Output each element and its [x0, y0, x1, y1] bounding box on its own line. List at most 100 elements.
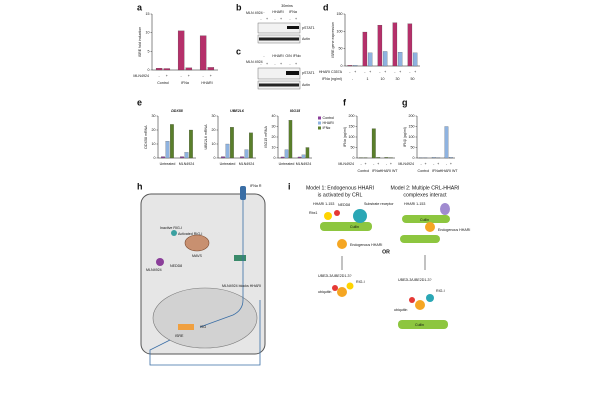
y-tick-label: 100 [409, 135, 415, 139]
y-tick-label: 150 [349, 124, 355, 128]
ubiquitin [409, 297, 415, 303]
lane-label: IFNα [289, 10, 297, 14]
legend-label: HHARI [323, 121, 334, 125]
bar [413, 53, 417, 66]
chart-title: UBE2L6 [230, 109, 245, 113]
diagram-label: ISRE [175, 334, 184, 338]
y-tick-label: 0 [341, 64, 343, 68]
panel-letter: d [323, 2, 329, 12]
y-tick-label: 5 [148, 49, 150, 53]
y-tick-label: 10 [272, 145, 276, 149]
x-tick-label: Control [358, 169, 370, 173]
y-tick-label: 0 [353, 156, 355, 160]
y-tick-label: 50 [411, 145, 415, 149]
diagram-label: MLN4924 [146, 268, 162, 272]
x-tick-label: 1 [367, 77, 369, 81]
diagram-label: MLN4924 blocks HHARI [222, 284, 261, 288]
panel-letter: c [236, 46, 241, 56]
y-tick-label: 40 [272, 114, 276, 118]
diagram-label: ubiquitin [318, 290, 331, 294]
x-tick-label: Untreated [279, 162, 295, 166]
x-tick-label: HHARI WT [440, 169, 459, 173]
mitochondrion [185, 235, 209, 251]
hhari [337, 239, 347, 249]
row-value: + [377, 162, 379, 166]
bar [230, 127, 234, 158]
y-axis-label: ISRE fold induction [138, 27, 142, 58]
band-label: Actin [302, 37, 310, 41]
panel-letter: e [137, 97, 142, 107]
band [287, 26, 299, 29]
x-tick-label: IFNα [181, 81, 189, 85]
x-tick-label: MLN4924 [296, 162, 312, 166]
y-tick-label: 0 [154, 156, 156, 160]
y-tick-label: 20 [152, 128, 156, 132]
bar [383, 51, 387, 66]
y-tick-label: 20 [212, 128, 216, 132]
model-title: Model 2: Multiple CRL-HHARI [391, 185, 460, 191]
y-tick-label: 15 [146, 12, 150, 16]
nedd8 [334, 210, 340, 216]
row-value: + [399, 70, 401, 74]
diagram-label: Endogenous HHARI [350, 243, 382, 247]
lane-label: + [266, 17, 268, 21]
bar [200, 36, 206, 70]
x-tick-label: Untreated [220, 162, 236, 166]
diagram-label: NEDD8 [170, 264, 182, 268]
x-tick-label: HHARI WT [380, 169, 399, 173]
row-value: + [450, 162, 452, 166]
y-tick-label: 100 [349, 135, 355, 139]
bar [285, 150, 288, 158]
bar [432, 157, 436, 158]
y-axis-label: UBE2L6 mRNA [204, 124, 208, 150]
bar [185, 152, 189, 158]
diagram-label: Endogenous HHARI [438, 228, 470, 232]
diagram-label: Cullin [415, 323, 424, 327]
lane-label: HHARI [272, 10, 283, 14]
y-tick-label: 0 [214, 156, 216, 160]
substrate-receptor [353, 209, 367, 223]
diagram-label: Inactive RIG-I [160, 226, 182, 230]
lane-label: + [295, 62, 297, 66]
bar [156, 68, 162, 70]
bar [164, 69, 170, 70]
diagram-label: Activated RIG-I [178, 232, 202, 236]
y-tick-label: 20 [272, 135, 276, 139]
bar [240, 157, 244, 158]
diagram-label: RIG-I [436, 289, 445, 293]
receptor [240, 186, 246, 200]
bar [298, 157, 301, 158]
x-tick-label: Control [157, 81, 169, 85]
y-axis-label: DDX58 mRNA [144, 125, 148, 149]
bar [408, 24, 412, 66]
diagram-label: Cullin [420, 218, 429, 222]
bar [178, 31, 184, 70]
y-tick-label: 10 [146, 31, 150, 35]
x-tick-label: 50 [411, 77, 415, 81]
bar [393, 23, 397, 66]
hhari [425, 222, 435, 232]
nucleus [153, 288, 257, 348]
bar [289, 120, 292, 158]
row-value: + [414, 70, 416, 74]
cullin [400, 235, 440, 243]
y-tick-label: 200 [409, 114, 415, 118]
y-tick-label: 50 [339, 47, 343, 51]
bar [368, 53, 372, 66]
blot-treatment: MLN 4924 [246, 11, 263, 15]
bar [161, 157, 165, 158]
diagram-label: UBE2L3/UBE2D1-3? [318, 274, 352, 278]
row-label: MLN4924 [398, 162, 414, 166]
rbx1 [324, 212, 332, 220]
x-tick-label: Control [418, 169, 430, 173]
y-axis-label: ISG15 mRNA [264, 126, 268, 148]
x-tick-label: IFNα [432, 169, 440, 173]
panel-letter: h [137, 181, 143, 191]
row-value: + [188, 74, 190, 78]
diagram-h: IFNα R Inactive RIG-I Activated RIG-I MA… [141, 184, 265, 365]
row-label: MLN4924 [133, 74, 149, 78]
bar [302, 155, 305, 158]
band-label: Actin [302, 83, 310, 87]
row-value: + [166, 74, 168, 78]
